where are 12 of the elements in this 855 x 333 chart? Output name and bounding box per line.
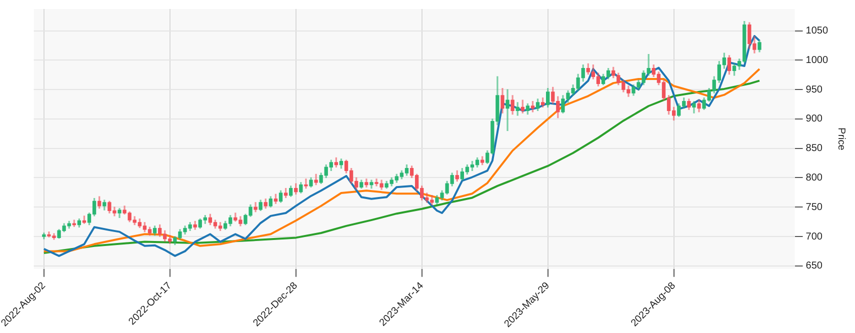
y-tick-label: 1000 (806, 54, 828, 66)
y-tick-label: 800 (806, 172, 823, 184)
y-tick-label: 700 (806, 231, 823, 242)
y-tick-label: 900 (806, 114, 823, 125)
candlestick (304, 178, 308, 189)
y-tick-label: 950 (806, 84, 823, 96)
y-tick-label: 850 (806, 143, 823, 154)
y-tick-label: 750 (806, 202, 823, 213)
y-tick-label: 650 (806, 260, 823, 272)
y-tick-label: 1050 (806, 26, 828, 36)
y-axis-title: Price (835, 128, 846, 151)
candlestick (506, 89, 510, 132)
